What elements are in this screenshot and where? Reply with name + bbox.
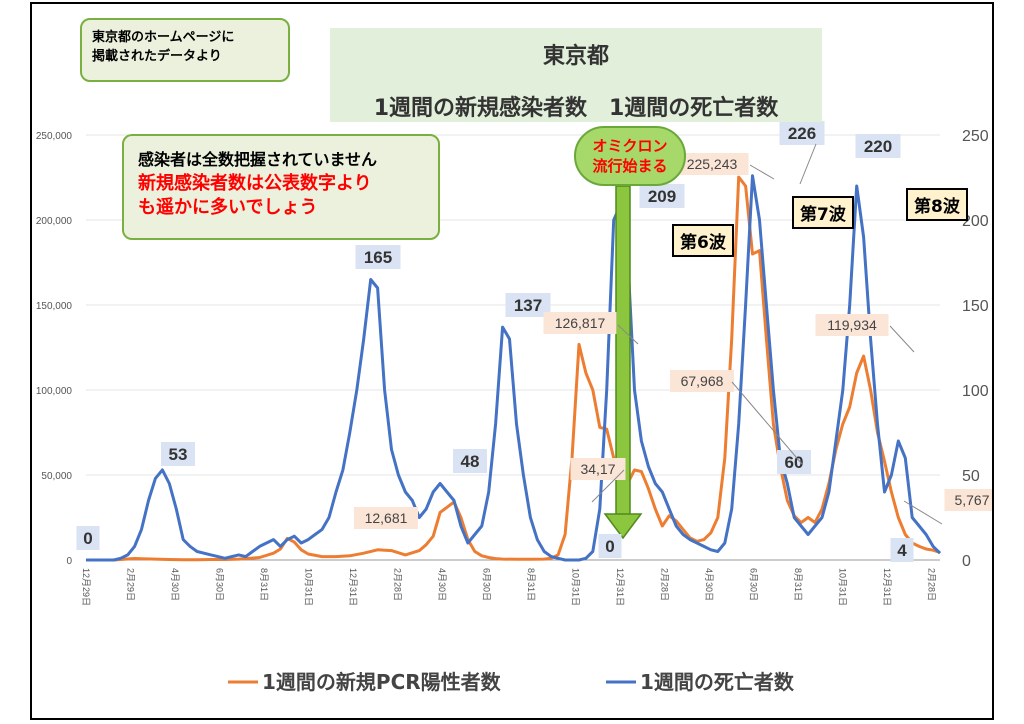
- case-label: 67,968: [681, 373, 724, 389]
- death-label-box: [505, 293, 551, 317]
- x-tick-label: 10月31日: [303, 568, 313, 606]
- cases-series-line: [86, 175, 941, 562]
- leader-line: [591, 469, 625, 503]
- death-label: 0: [605, 537, 614, 556]
- left-tick-label: 150,000: [36, 301, 73, 312]
- left-tick-label: 50,000: [41, 471, 72, 482]
- death-label-box: [639, 184, 685, 208]
- x-tick-label: 10月31日: [837, 568, 847, 606]
- death-label: 165: [364, 248, 392, 267]
- left-tick-label: 100,000: [36, 386, 73, 397]
- death-label: 226: [788, 124, 816, 143]
- deaths-series-line: [86, 174, 942, 562]
- death-label: 4: [897, 541, 907, 560]
- title-line2: 1週間の新規感染者数 1週間の死亡者数: [373, 96, 779, 121]
- source-note-line1: 東京都のホームページに: [92, 30, 235, 45]
- x-tick-label: 2月28日: [392, 568, 402, 601]
- death-label: 53: [169, 445, 188, 464]
- chart-frame: 0 50,000 100,000 150,000 200,000 250,000 0 50 10…: [30, 2, 994, 720]
- death-label-box: [779, 121, 825, 145]
- death-label-box: [453, 449, 487, 473]
- x-tick-label: 6月30日: [214, 568, 224, 601]
- left-tick-label: 200,000: [36, 216, 73, 227]
- right-tick-label: 100: [962, 383, 989, 400]
- leader-line: [749, 164, 775, 180]
- leader-line: [903, 500, 943, 525]
- leader-line: [617, 324, 639, 345]
- wave-8-label: 第8波: [906, 188, 968, 221]
- case-label-box: [570, 458, 626, 480]
- right-tick-label: 250: [962, 128, 989, 145]
- right-tick-label: 50: [962, 468, 980, 485]
- source-note-line2: 掲載されたデータより: [92, 49, 222, 64]
- death-label: 60: [785, 453, 804, 472]
- death-label: 220: [864, 137, 892, 156]
- legend-cases-label: 1週間の新規PCR陽性者数: [262, 670, 502, 694]
- case-label: 126,817: [555, 315, 606, 331]
- x-tick-label: 6月30日: [748, 568, 758, 601]
- omicron-note: オミクロン 流行始まる: [574, 126, 686, 186]
- legend-deaths-label: 1週間の死亡者数: [640, 670, 795, 694]
- death-label: 209: [648, 187, 676, 206]
- x-tick-label: 8月31日: [526, 568, 536, 601]
- case-label: 119,934: [827, 317, 877, 333]
- omicron-line2: 流行始まる: [592, 157, 668, 175]
- chart-title: 東京都 1週間の新規感染者数 1週間の死亡者数: [330, 28, 822, 122]
- death-label-box: [76, 526, 100, 550]
- x-tick-label: 8月31日: [259, 568, 269, 601]
- warning-note: 感染者は全数把握されていません 新規感染者数は公表数字より も遥かに多いでしょう: [122, 134, 440, 240]
- wave-7-label: 第7波: [792, 196, 854, 229]
- x-tick-label: 4月30日: [437, 568, 447, 601]
- left-tick-label: 250,000: [36, 131, 73, 142]
- x-tick-label: 2月28日: [926, 568, 936, 601]
- death-label: 0: [83, 529, 92, 548]
- x-tick-label: 10月31日: [570, 568, 580, 606]
- case-label-box: [815, 314, 889, 336]
- death-label: 137: [514, 296, 542, 315]
- x-tick-label: 2月28日: [659, 568, 669, 601]
- leader-line: [889, 325, 915, 353]
- wave-6-label: 第6波: [672, 224, 734, 257]
- death-label-box: [890, 538, 914, 562]
- x-tick-label: 4月30日: [704, 568, 714, 601]
- x-tick-label: 12月31日: [348, 568, 358, 606]
- omicron-line1: オミクロン: [592, 137, 668, 155]
- leader-line: [731, 381, 803, 465]
- right-tick-label: 150: [962, 298, 989, 315]
- right-tick-label: 200: [962, 213, 989, 230]
- case-label-box: [670, 370, 734, 392]
- right-tick-label: 0: [962, 553, 971, 570]
- chart-svg: 0 50,000 100,000 150,000 200,000 250,000 0 50 10…: [36, 121, 992, 694]
- case-label-box: [675, 153, 749, 175]
- case-label: 5,767: [954, 492, 989, 508]
- case-label-box: [944, 489, 992, 511]
- left-tick-label: 0: [66, 556, 72, 567]
- omicron-arrow-head: [603, 513, 643, 540]
- case-label-box: [354, 507, 418, 529]
- source-note: 東京都のホームページに 掲載されたデータより: [80, 18, 290, 82]
- x-tick-label: 2月29日: [125, 568, 135, 601]
- x-tick-label: 12月31日: [882, 568, 892, 606]
- case-label: 225,243: [687, 156, 738, 172]
- title-line1: 東京都: [542, 44, 609, 69]
- case-label: 12,681: [365, 510, 408, 526]
- case-label-box: [543, 312, 617, 334]
- case-label: 34,17: [580, 461, 615, 477]
- x-tick-label: 12月31日: [615, 568, 625, 606]
- death-label: 48: [461, 452, 480, 471]
- death-label-box: [161, 442, 195, 466]
- x-tick-label: 12月29日: [81, 568, 91, 606]
- death-label-box: [355, 245, 401, 269]
- x-tick-label: 6月30日: [481, 568, 491, 601]
- leader-line: [799, 143, 817, 185]
- warning-line3: も遥かに多いでしょう: [138, 197, 318, 218]
- warning-line2: 新規感染者数は公表数字より: [138, 173, 372, 194]
- x-tick-label: 8月31日: [793, 568, 803, 601]
- warning-line1: 感染者は全数把握されていません: [138, 150, 378, 169]
- x-tick-label: 4月30日: [170, 568, 180, 601]
- death-label-box: [855, 134, 901, 158]
- death-label-box: [598, 534, 622, 558]
